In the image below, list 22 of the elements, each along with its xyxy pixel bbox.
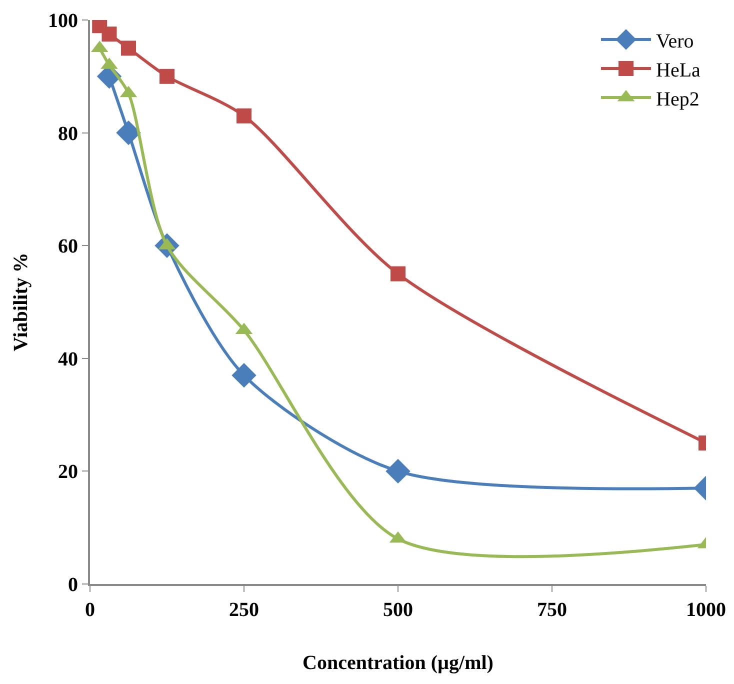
legend-label: Hep2 — [656, 88, 700, 110]
legend-label: HeLa — [656, 59, 701, 82]
point — [236, 108, 252, 124]
x-axis-title: Concentration (µg/ml) — [302, 652, 494, 674]
point — [232, 362, 256, 388]
y-axis-title: Viability % — [10, 252, 32, 352]
y-tick-label: 60 — [58, 236, 78, 258]
legend-label: Vero — [656, 30, 694, 52]
x-tick-label: 750 — [537, 599, 567, 621]
x-tick-label: 1000 — [686, 599, 726, 621]
y-tick-label: 20 — [58, 461, 78, 484]
y-tick-label: 0 — [68, 574, 78, 596]
point — [121, 40, 136, 56]
x-tick-label: 250 — [229, 599, 259, 621]
y-tick-label: 100 — [48, 10, 78, 32]
point — [116, 120, 141, 146]
point — [160, 68, 174, 84]
point — [102, 26, 117, 42]
y-tick-label: 40 — [58, 348, 78, 370]
x-tick-label: 500 — [383, 599, 413, 621]
x-tick-label: 0 — [85, 599, 95, 621]
y-tick-label: 80 — [58, 122, 78, 145]
